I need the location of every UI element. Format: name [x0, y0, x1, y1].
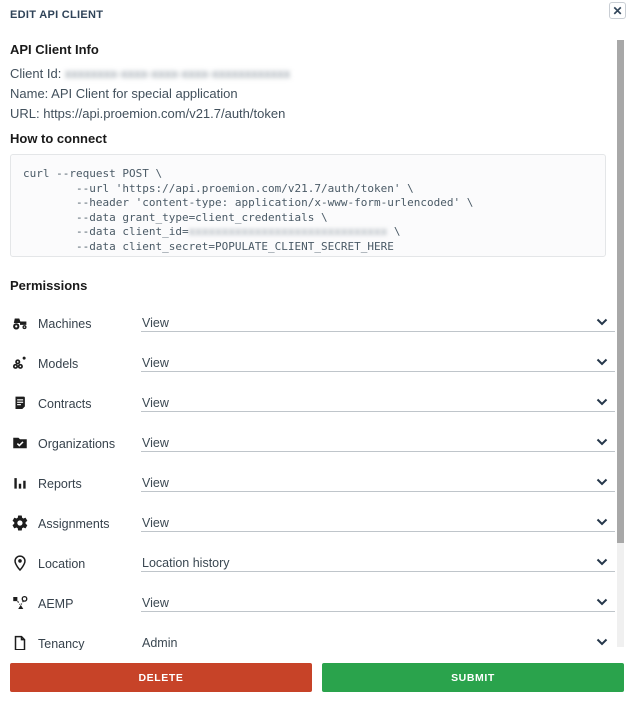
permission-select-aemp[interactable]: View — [141, 591, 615, 612]
delete-button[interactable]: DELETE — [10, 663, 312, 692]
permission-label-assignments: Assignments — [38, 517, 110, 531]
permission-select-machines[interactable]: View — [141, 311, 615, 332]
permission-row-aemp: AEMP View — [0, 590, 632, 630]
permission-row-contracts: Contracts View — [0, 390, 632, 430]
permission-label-models: Models — [38, 357, 79, 371]
code-line-client-id: --data client_id=xxxxxxxxxxxxxxxxxxxxxxx… — [23, 225, 401, 239]
document-icon — [11, 634, 29, 652]
code-line: --data grant_type=client_credentials \ — [23, 210, 328, 224]
permission-select-value: View — [142, 396, 169, 410]
scrollbar-thumb[interactable] — [617, 40, 624, 543]
gears-cluster-icon — [11, 354, 29, 372]
submit-button[interactable]: SUBMIT — [322, 663, 624, 692]
code-line: --header 'content-type: application/x-ww… — [23, 196, 474, 210]
permission-select-value: Location history — [142, 556, 230, 570]
permission-label-organizations: Organizations — [38, 437, 116, 451]
chevron-down-icon — [596, 518, 608, 526]
contract-icon — [11, 394, 29, 412]
permission-label-tenancy: Tenancy — [38, 637, 85, 651]
permission-row-models: Models View — [0, 350, 632, 390]
chevron-down-icon — [596, 638, 608, 646]
chevron-down-icon — [596, 398, 608, 406]
permission-select-organizations[interactable]: View — [141, 431, 615, 452]
scrollbar-track[interactable] — [617, 40, 624, 647]
permission-select-value: View — [142, 356, 169, 370]
modal-footer: DELETE SUBMIT — [0, 650, 632, 701]
permission-select-tenancy[interactable]: Admin — [141, 631, 615, 652]
permission-label-reports: Reports — [38, 477, 82, 491]
permissions-heading: Permissions — [10, 278, 88, 293]
client-id-value-redacted: xxxxxxxx-xxxx-xxxx-xxxx-xxxxxxxxxxxx — [64, 66, 291, 81]
modal-title: EDIT API CLIENT — [10, 9, 104, 21]
close-button[interactable]: ✕ — [609, 2, 626, 19]
code-line: --data client_secret=POPULATE_CLIENT_SEC… — [23, 239, 394, 253]
code-line: --url 'https://api.proemion.com/v21.7/au… — [23, 181, 414, 195]
permission-label-location: Location — [38, 557, 86, 571]
permission-select-models[interactable]: View — [141, 351, 615, 372]
permission-select-value: View — [142, 516, 169, 530]
network-nodes-icon — [11, 594, 29, 612]
permission-select-location[interactable]: Location history — [141, 551, 615, 572]
chevron-down-icon — [596, 318, 608, 326]
chevron-down-icon — [596, 598, 608, 606]
client-url-line: URL: https://api.proemion.com/v21.7/auth… — [10, 106, 286, 121]
client-id-label: Client Id: — [10, 66, 65, 81]
code-client-id-redacted: xxxxxxxxxxxxxxxxxxxxxxxxxxxxxx — [188, 225, 388, 239]
permission-row-location: Location Location history — [0, 550, 632, 590]
client-info-heading: API Client Info — [10, 42, 99, 57]
curl-code-block: curl --request POST \ --url 'https://api… — [10, 154, 606, 257]
tractor-icon — [11, 314, 29, 332]
folder-check-icon — [11, 434, 29, 452]
chevron-down-icon — [596, 478, 608, 486]
bar-chart-icon — [11, 474, 29, 492]
permission-row-reports: Reports View — [0, 470, 632, 510]
permission-row-organizations: Organizations View — [0, 430, 632, 470]
permission-label-aemp: AEMP — [38, 597, 74, 611]
code-line: curl --request POST \ — [23, 167, 163, 180]
chevron-down-icon — [596, 558, 608, 566]
close-icon: ✕ — [612, 3, 623, 18]
permission-select-contracts[interactable]: View — [141, 391, 615, 412]
permission-select-value: View — [142, 596, 169, 610]
gear-icon — [11, 514, 29, 532]
chevron-down-icon — [596, 358, 608, 366]
permission-label-contracts: Contracts — [38, 397, 92, 411]
chevron-down-icon — [596, 438, 608, 446]
permission-row-machines: Machines View — [0, 310, 632, 350]
map-pin-icon — [11, 554, 29, 572]
client-id-line: Client Id: xxxxxxxx-xxxx-xxxx-xxxx-xxxxx… — [10, 66, 290, 81]
permission-select-value: View — [142, 436, 169, 450]
permission-select-assignments[interactable]: View — [141, 511, 615, 532]
permission-label-machines: Machines — [38, 317, 92, 331]
permission-select-value: Admin — [142, 636, 178, 650]
permission-select-value: View — [142, 476, 169, 490]
permission-select-value: View — [142, 316, 169, 330]
client-name-line: Name: API Client for special application — [10, 86, 238, 101]
permission-row-assignments: Assignments View — [0, 510, 632, 550]
how-to-connect-heading: How to connect — [10, 131, 107, 146]
permission-select-reports[interactable]: View — [141, 471, 615, 492]
